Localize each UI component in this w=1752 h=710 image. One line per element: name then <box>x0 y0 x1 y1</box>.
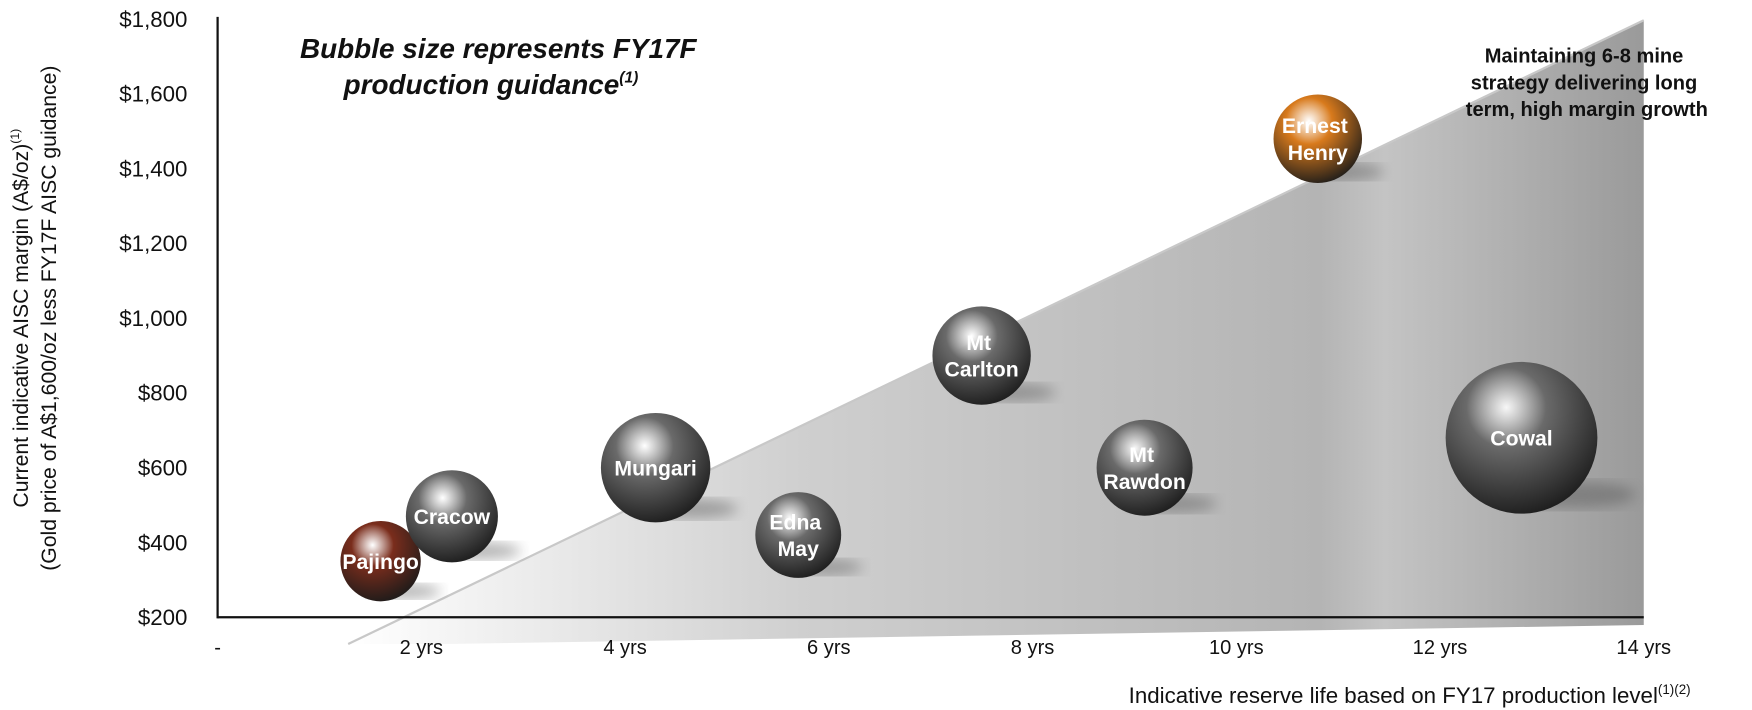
y-axis-label-2: (Gold price of A$1,600/oz less FY17F AIS… <box>38 66 61 571</box>
y-tick-label: $600 <box>138 456 188 481</box>
x-tick-label: 14 yrs <box>1616 637 1671 659</box>
y-tick-label: $1,800 <box>119 7 187 32</box>
page: {"chart_data": { "type": "bubble", "titl… <box>0 0 1752 710</box>
x-tick-label: 10 yrs <box>1209 637 1264 659</box>
y-label: Current indicative AISC margin (A$/oz) <box>10 144 33 508</box>
title-note: (1) <box>619 70 638 87</box>
y-tick-label: $200 <box>138 605 188 630</box>
x-tick-label: - <box>214 637 221 659</box>
bubble <box>1274 94 1362 182</box>
chart: Bubble size represents FY17F production … <box>0 0 1752 710</box>
x-axis-label: Indicative reserve life based on FY17 pr… <box>1129 682 1691 708</box>
y-tick-label: $800 <box>138 381 188 406</box>
bubble-label: Cowal <box>1490 428 1552 451</box>
x-label-note: (1)(2) <box>1658 682 1691 697</box>
x-tick-label: 12 yrs <box>1413 637 1468 659</box>
bubble <box>932 306 1030 404</box>
x-tick-label: 2 yrs <box>400 637 444 659</box>
bubble-label: Mungari <box>614 458 696 481</box>
y-tick-label: $400 <box>138 530 188 555</box>
y-label-note: (1) <box>8 129 22 144</box>
x-tick-label: 4 yrs <box>603 637 647 659</box>
y-tick-label: $1,400 <box>119 156 187 181</box>
annotation: Maintaining 6-8 mine strategy delivering… <box>1466 46 1708 122</box>
bubble-label: Cracow <box>414 506 491 529</box>
chart-title: Bubble size represents FY17F production … <box>300 33 704 100</box>
bubble-label: Pajingo <box>342 551 419 574</box>
x-tick-label: 6 yrs <box>807 637 851 659</box>
y-tick-label: $1,000 <box>119 306 187 331</box>
x-label: Indicative reserve life based on FY17 pr… <box>1129 683 1658 708</box>
bubble <box>1097 420 1193 516</box>
y-tick-label: $1,600 <box>119 82 187 107</box>
y-tick-label: $1,200 <box>119 231 187 256</box>
y-axis-label: Current indicative AISC margin (A$/oz)(1… <box>8 129 33 508</box>
x-tick-label: 8 yrs <box>1011 637 1055 659</box>
bubble <box>755 492 841 578</box>
